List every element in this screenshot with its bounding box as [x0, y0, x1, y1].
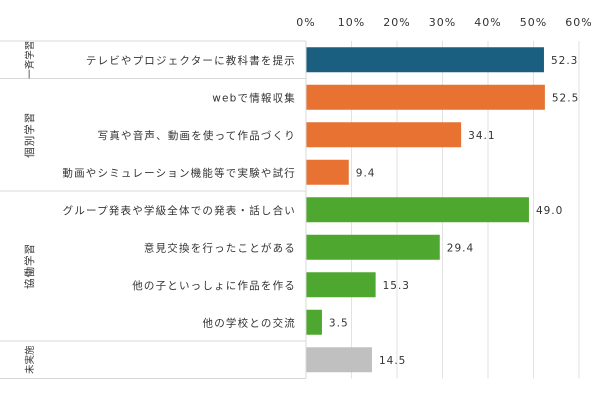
x-tick-label: 20%: [383, 16, 410, 29]
bar: [306, 159, 349, 185]
data-label: 15.3: [383, 280, 410, 292]
x-tick-label: 0%: [296, 16, 315, 29]
category-label: 写真や音声、動画を使って作品づくり: [98, 129, 296, 142]
x-tick-label: 40%: [474, 16, 501, 29]
bar: [306, 309, 322, 335]
bar: [306, 347, 372, 373]
group-label: 個別学習: [23, 112, 36, 158]
bar: [306, 197, 529, 223]
data-label: 52.5: [552, 92, 579, 104]
category-label: グループ発表や学級全体での発表・話し合い: [63, 204, 296, 217]
data-label: 9.4: [356, 167, 376, 179]
data-label: 34.1: [468, 130, 495, 142]
data-label: 14.5: [379, 355, 406, 367]
bar: [306, 234, 440, 260]
group-label: 未実施: [24, 345, 36, 374]
category-label: webで情報収集: [212, 91, 296, 104]
category-label: 動画やシミュレーション機能等で実験や試行: [62, 166, 296, 179]
data-label: 3.5: [329, 317, 349, 329]
x-tick-label: 60%: [565, 16, 592, 29]
category-label: 他の子といっしょに作品を作る: [132, 279, 296, 292]
data-label: 29.4: [447, 242, 474, 254]
group-label: 一斉学習: [24, 41, 36, 79]
data-label: 49.0: [536, 205, 563, 217]
x-tick-label: 50%: [520, 16, 547, 29]
category-label: 意見交換を行ったことがある: [144, 241, 296, 254]
category-label: テレビやプロジェクターに教科書を提示: [86, 54, 296, 67]
bar: [306, 122, 462, 148]
data-label: 52.3: [551, 55, 578, 67]
bar: [306, 272, 376, 298]
bar: [306, 47, 544, 73]
category-label: 他の学校との交流: [203, 316, 297, 329]
bar: [306, 84, 545, 110]
group-label: 協働学習: [23, 243, 36, 289]
x-tick-label: 30%: [429, 16, 456, 29]
x-tick-label: 10%: [338, 16, 365, 29]
